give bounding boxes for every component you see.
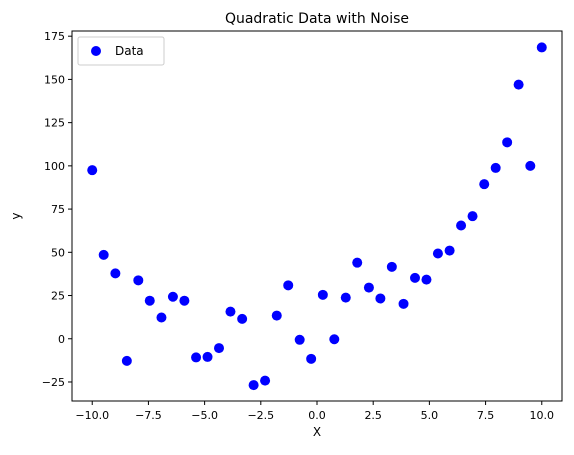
data-points bbox=[87, 42, 547, 391]
x-axis-ticks: −10.0 −7.5 −5.0 −2.5 0.0 2.5 5.0 7.5 10.0 bbox=[75, 401, 554, 422]
data-point bbox=[375, 293, 386, 304]
data-point bbox=[340, 292, 351, 303]
x-tick-label: 10.0 bbox=[530, 409, 555, 422]
data-point bbox=[260, 375, 271, 386]
y-tick-label: 150 bbox=[44, 73, 65, 86]
legend-marker bbox=[91, 46, 101, 56]
y-tick-label: 175 bbox=[44, 30, 65, 43]
y-tick-label: −25 bbox=[42, 376, 65, 389]
data-point bbox=[363, 282, 374, 293]
data-point bbox=[202, 351, 213, 362]
data-point bbox=[167, 291, 178, 302]
data-point bbox=[121, 355, 132, 366]
data-point bbox=[536, 42, 547, 53]
x-tick-label: 0.0 bbox=[308, 409, 326, 422]
data-point bbox=[490, 162, 501, 173]
x-tick-label: 5.0 bbox=[421, 409, 439, 422]
data-point bbox=[467, 211, 478, 222]
data-point bbox=[329, 334, 340, 345]
y-axis-ticks: −25 0 25 50 75 100 125 150 175 bbox=[42, 30, 72, 389]
data-point bbox=[156, 312, 167, 323]
data-point bbox=[410, 272, 420, 283]
x-tick-label: −5.0 bbox=[191, 409, 218, 422]
plot-area bbox=[71, 30, 563, 402]
data-point bbox=[352, 257, 363, 268]
data-point bbox=[432, 248, 443, 259]
data-point bbox=[306, 353, 317, 364]
x-tick-label: 7.5 bbox=[477, 409, 495, 422]
data-point bbox=[133, 275, 144, 286]
data-point bbox=[456, 220, 467, 231]
data-point bbox=[513, 79, 524, 90]
data-point bbox=[110, 268, 121, 279]
data-point bbox=[525, 160, 536, 171]
x-tick-label: −7.5 bbox=[135, 409, 162, 422]
y-tick-label: 75 bbox=[51, 203, 65, 216]
data-point bbox=[214, 343, 224, 354]
data-point bbox=[317, 289, 328, 300]
data-point bbox=[87, 165, 98, 176]
y-tick-label: 100 bbox=[44, 160, 65, 173]
data-point bbox=[283, 280, 294, 291]
y-tick-label: 50 bbox=[51, 246, 65, 259]
data-point bbox=[294, 334, 305, 345]
y-axis-label: y bbox=[9, 212, 23, 219]
data-point bbox=[144, 295, 155, 306]
x-tick-label: −2.5 bbox=[247, 409, 274, 422]
data-point bbox=[248, 380, 259, 391]
x-tick-label: −10.0 bbox=[75, 409, 109, 422]
data-point bbox=[502, 137, 513, 148]
y-tick-label: 0 bbox=[58, 333, 65, 346]
data-point bbox=[421, 274, 432, 285]
data-point bbox=[237, 313, 248, 324]
data-point bbox=[179, 295, 190, 306]
y-tick-label: 125 bbox=[44, 117, 65, 130]
legend-box bbox=[77, 36, 165, 66]
y-tick-label: 25 bbox=[51, 290, 65, 303]
data-point bbox=[386, 261, 397, 272]
legend-label: Data bbox=[115, 44, 144, 58]
data-point bbox=[225, 306, 236, 317]
data-point bbox=[271, 310, 282, 321]
x-tick-label: 2.5 bbox=[364, 409, 382, 422]
x-axis-label: X bbox=[313, 425, 321, 439]
data-point bbox=[398, 298, 409, 309]
data-point bbox=[98, 249, 109, 260]
legend: Data bbox=[77, 36, 165, 66]
data-point bbox=[479, 179, 490, 190]
chart-title: Quadratic Data with Noise bbox=[225, 11, 409, 27]
data-point bbox=[444, 245, 455, 256]
data-point bbox=[191, 352, 202, 363]
